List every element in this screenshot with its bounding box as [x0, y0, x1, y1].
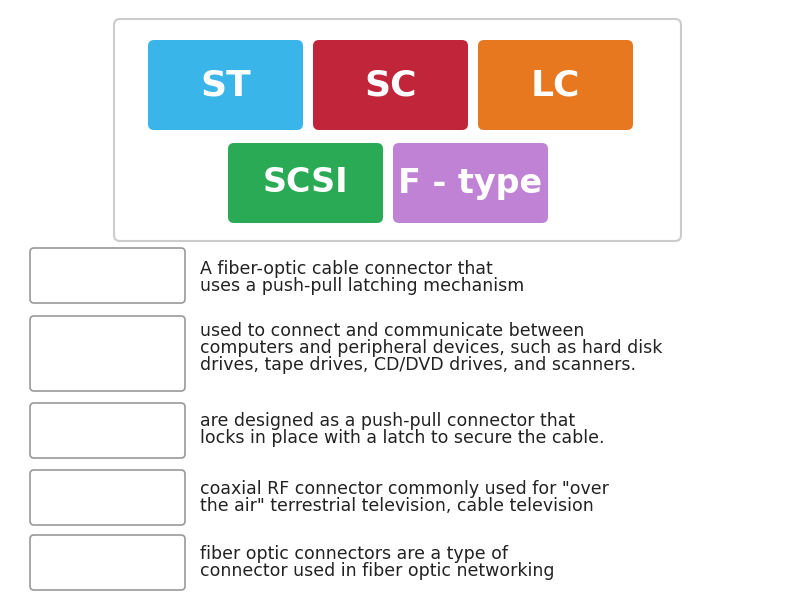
Text: computers and peripheral devices, such as hard disk: computers and peripheral devices, such a… — [200, 339, 662, 357]
FancyBboxPatch shape — [393, 143, 548, 223]
FancyBboxPatch shape — [313, 40, 468, 130]
FancyBboxPatch shape — [30, 470, 185, 525]
Text: coaxial RF connector commonly used for "over: coaxial RF connector commonly used for "… — [200, 480, 609, 498]
Text: uses a push-pull latching mechanism: uses a push-pull latching mechanism — [200, 277, 524, 295]
FancyBboxPatch shape — [114, 19, 681, 241]
FancyBboxPatch shape — [30, 535, 185, 590]
FancyBboxPatch shape — [30, 403, 185, 458]
FancyBboxPatch shape — [148, 40, 303, 130]
Text: connector used in fiber optic networking: connector used in fiber optic networking — [200, 562, 554, 580]
Text: the air" terrestrial television, cable television: the air" terrestrial television, cable t… — [200, 497, 594, 515]
FancyBboxPatch shape — [478, 40, 633, 130]
Text: F - type: F - type — [398, 166, 542, 199]
Text: fiber optic connectors are a type of: fiber optic connectors are a type of — [200, 545, 508, 563]
Text: LC: LC — [531, 68, 580, 102]
Text: A fiber-optic cable connector that: A fiber-optic cable connector that — [200, 260, 493, 278]
Text: ST: ST — [200, 68, 251, 102]
Text: used to connect and communicate between: used to connect and communicate between — [200, 322, 584, 340]
FancyBboxPatch shape — [228, 143, 383, 223]
Text: SCSI: SCSI — [262, 166, 348, 199]
Text: SC: SC — [364, 68, 417, 102]
Text: drives, tape drives, CD/DVD drives, and scanners.: drives, tape drives, CD/DVD drives, and … — [200, 356, 636, 374]
FancyBboxPatch shape — [30, 316, 185, 391]
FancyBboxPatch shape — [30, 248, 185, 303]
Text: locks in place with a latch to secure the cable.: locks in place with a latch to secure th… — [200, 429, 605, 447]
Text: are designed as a push-pull connector that: are designed as a push-pull connector th… — [200, 412, 575, 430]
